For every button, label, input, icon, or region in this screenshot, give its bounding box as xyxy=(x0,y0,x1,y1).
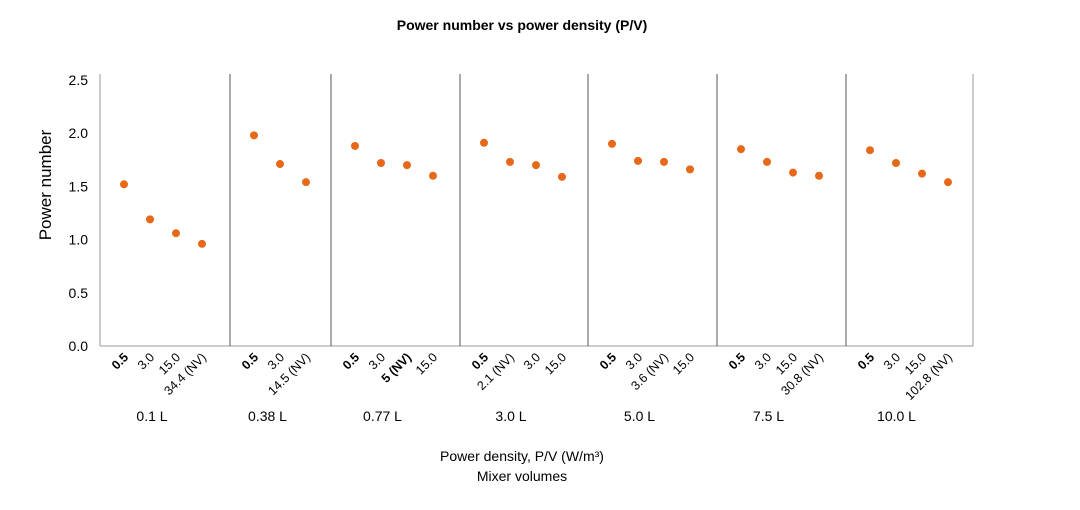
data-point xyxy=(250,131,258,140)
x-tick-label: 3.0 xyxy=(135,350,157,372)
y-tick-label: 2.5 xyxy=(69,72,89,88)
group-label: 0.77 L xyxy=(363,408,402,424)
data-point xyxy=(737,145,745,154)
x-tick-label: 0.5 xyxy=(855,350,877,372)
data-point xyxy=(815,171,823,180)
x-tick-label: 15.0 xyxy=(542,350,569,377)
data-point xyxy=(892,158,900,167)
data-point xyxy=(866,146,874,155)
data-point xyxy=(120,180,128,189)
group-label: 5.0 L xyxy=(624,408,655,424)
data-point xyxy=(506,157,514,166)
plot-area: 0.00.51.01.52.02.50.5 3.015.034.4 (NV)0.1… xyxy=(69,72,974,424)
y-axis-label: Power number xyxy=(36,129,55,240)
data-point xyxy=(944,178,952,187)
data-point xyxy=(377,158,385,167)
y-tick-label: 2.0 xyxy=(69,125,89,141)
x-tick-label: 0.5 xyxy=(340,350,362,372)
group-label: 10.0 L xyxy=(877,408,916,424)
data-point xyxy=(276,160,284,169)
data-point xyxy=(351,141,359,150)
data-point xyxy=(918,169,926,178)
data-point xyxy=(532,161,540,170)
y-tick-label: 0.0 xyxy=(69,338,89,354)
data-point xyxy=(480,138,488,147)
data-point xyxy=(198,239,206,248)
x-axis-sublabel: Mixer volumes xyxy=(477,468,567,484)
x-tick-label: 5 (NV) xyxy=(379,350,414,385)
data-point xyxy=(686,165,694,174)
y-tick-label: 0.5 xyxy=(69,285,89,301)
data-point xyxy=(172,229,180,238)
data-point xyxy=(403,161,411,170)
group-label: 7.5 L xyxy=(753,408,784,424)
data-point xyxy=(302,178,310,187)
x-tick-label: 15.0 xyxy=(413,350,440,377)
group-label: 0.38 L xyxy=(248,408,287,424)
data-point xyxy=(634,156,642,165)
data-point xyxy=(558,172,566,181)
data-point xyxy=(789,168,797,177)
data-point xyxy=(763,157,771,166)
x-tick-label: 3.0 xyxy=(521,350,543,372)
x-tick-label: 15.0 xyxy=(670,350,697,377)
x-tick-label: 0.5 xyxy=(109,350,131,372)
y-tick-label: 1.0 xyxy=(69,232,89,248)
x-axis-label: Power density, P/V (W/m³) xyxy=(440,448,604,464)
chart-title: Power number vs power density (P/V) xyxy=(397,17,648,33)
x-tick-label: 0.5 xyxy=(726,350,748,372)
data-point xyxy=(608,139,616,148)
x-tick-label: 3.0 xyxy=(752,350,774,372)
y-tick-label: 1.5 xyxy=(69,178,89,194)
group-label: 0.1 L xyxy=(136,408,167,424)
data-point xyxy=(146,215,154,224)
x-tick-label: 3.0 xyxy=(881,350,903,372)
x-tick-label: 0.5 xyxy=(239,350,261,372)
group-label: 3.0 L xyxy=(495,408,526,424)
x-tick-label: 0.5 xyxy=(597,350,619,372)
data-point xyxy=(660,157,668,166)
data-point xyxy=(429,171,437,180)
